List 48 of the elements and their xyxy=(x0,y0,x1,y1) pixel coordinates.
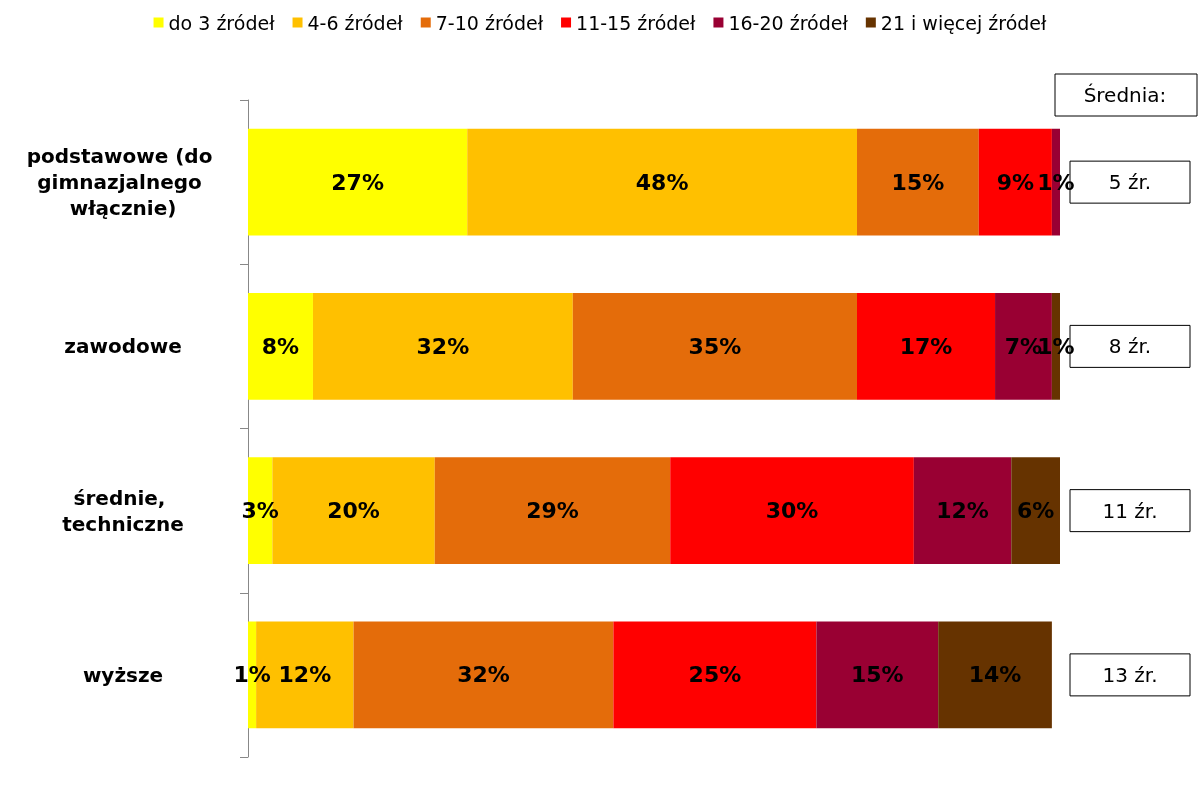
y-tick-label: średnie, techniczne xyxy=(62,485,184,536)
data-label: 14% xyxy=(968,662,1022,688)
data-label: 6% xyxy=(1016,498,1055,524)
bar xyxy=(670,457,914,565)
data-label: 15% xyxy=(891,169,945,195)
bar xyxy=(1011,457,1060,565)
y-tick-label: zawodowe xyxy=(64,334,182,359)
bar xyxy=(613,621,817,729)
legend-label: 7-10 źródeł xyxy=(435,11,544,34)
bar xyxy=(572,292,857,400)
data-label: 30% xyxy=(765,498,819,524)
y-tick-label: wyższe xyxy=(82,662,164,687)
data-label: 35% xyxy=(688,333,742,359)
data-label: 48% xyxy=(635,169,689,195)
text: 5 źr. xyxy=(1108,170,1152,195)
y-tick-label: podstawowe (do gimnazjalnego włącznie) xyxy=(26,144,220,221)
legend-label: 21 i więcej źródeł xyxy=(880,11,1048,34)
legend-label: 4-6 źródeł xyxy=(307,11,404,34)
legend-label: 11-15 źródeł xyxy=(576,11,697,34)
data-label: 12% xyxy=(278,662,332,688)
data-label: 27% xyxy=(331,169,384,195)
bar xyxy=(857,128,979,236)
text: Średnia: xyxy=(1083,83,1167,107)
text: 13 źr. xyxy=(1102,662,1158,687)
bar xyxy=(938,621,1052,729)
data-label: 32% xyxy=(416,333,470,359)
data-label: 15% xyxy=(850,662,904,688)
bar xyxy=(353,621,614,729)
bar xyxy=(312,292,573,400)
legend-label: 16-20 źródeł xyxy=(728,11,849,34)
data-label: 32% xyxy=(457,662,510,688)
bar xyxy=(816,621,939,729)
text: 11 źr. xyxy=(1102,498,1158,523)
bar xyxy=(434,457,671,565)
data-label: 8% xyxy=(261,333,300,359)
text: 8 źr. xyxy=(1108,334,1152,359)
data-label: 12% xyxy=(936,498,989,524)
bar xyxy=(857,292,996,400)
data-label: 9% xyxy=(996,169,1035,195)
data-label: 29% xyxy=(526,498,579,524)
bar xyxy=(248,292,313,400)
bar xyxy=(913,457,1012,565)
data-label: 20% xyxy=(327,498,380,524)
legend-label: do 3 źródeł xyxy=(168,11,276,34)
bar xyxy=(248,128,468,236)
data-label: 25% xyxy=(688,662,742,688)
data-label: 17% xyxy=(899,333,953,359)
bar xyxy=(467,128,857,236)
